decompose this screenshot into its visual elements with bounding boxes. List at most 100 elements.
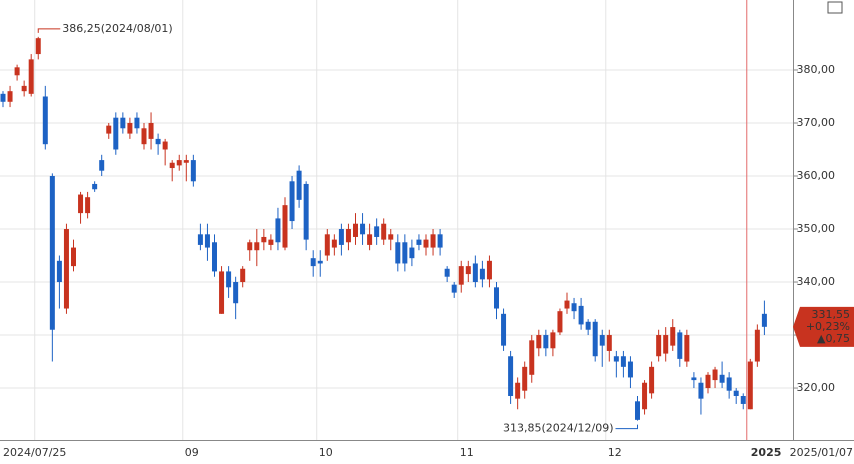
y-tick-label: 340,00: [797, 275, 836, 288]
high-annotation: 386,25(2024/08/01): [62, 22, 172, 35]
candle-body: [254, 242, 260, 251]
x-tick-label: 11: [460, 446, 474, 459]
candle-body: [233, 282, 239, 304]
candle-body: [261, 236, 267, 243]
menu-icon[interactable]: [827, 1, 843, 14]
candle-body: [28, 59, 34, 94]
candle-body: [430, 234, 436, 248]
candle-body: [106, 125, 112, 134]
candle-body: [49, 176, 55, 330]
price-box: [793, 306, 854, 347]
candle-body: [479, 268, 485, 280]
candle-body: [42, 96, 48, 145]
candle-body: [63, 229, 69, 309]
candle-body: [761, 313, 767, 327]
candle-body: [169, 162, 175, 169]
candle-body: [14, 67, 20, 76]
candle-body: [642, 382, 648, 410]
candle-body: [486, 260, 492, 280]
candle-body: [289, 181, 295, 222]
candle-body: [705, 374, 711, 389]
candle-body: [219, 271, 225, 314]
last-date: 2025/01/07: [790, 446, 853, 459]
candle-body: [0, 93, 6, 102]
candle-body: [451, 284, 457, 293]
candle-body: [268, 239, 274, 245]
candle-body: [536, 335, 542, 349]
candle-body: [310, 258, 316, 267]
candle-body: [374, 226, 380, 237]
candle-body: [275, 218, 281, 243]
candle-body: [296, 170, 302, 200]
candle-body: [367, 234, 373, 245]
change-pct: +0,23%: [806, 320, 850, 333]
candle-body: [522, 366, 528, 391]
candle-body: [21, 85, 27, 92]
candle-body: [508, 356, 514, 396]
candle-body: [698, 382, 704, 399]
candle-body: [353, 223, 358, 237]
candle-body: [712, 369, 718, 381]
candle-body: [127, 122, 133, 134]
candle-body: [183, 160, 189, 163]
candle-body: [247, 242, 253, 251]
candle-body: [409, 247, 415, 259]
candle-body: [303, 183, 309, 240]
candle-body: [35, 38, 41, 55]
candle-body: [571, 303, 577, 312]
candles: [0, 36, 767, 421]
x-tick-label: 12: [608, 446, 622, 459]
candle-body: [472, 263, 478, 283]
candle-body: [437, 234, 443, 248]
candle-body: [677, 332, 683, 359]
candle-body: [578, 305, 584, 325]
candle-body: [613, 356, 619, 362]
candle-body: [501, 313, 507, 346]
y-tick-label: 380,00: [797, 63, 836, 76]
candle-body: [71, 247, 76, 267]
y-tick-label: 350,00: [797, 222, 836, 235]
candle-body: [726, 377, 732, 391]
candle-body: [92, 183, 98, 190]
candle-body: [747, 361, 753, 410]
y-tick-label: 370,00: [797, 116, 836, 129]
candle-body: [395, 242, 401, 264]
candle-body: [423, 239, 429, 248]
candle-body: [557, 311, 563, 333]
candle-body: [754, 329, 760, 362]
candle-body: [592, 321, 598, 357]
candle-body: [120, 117, 126, 129]
candle-body: [458, 266, 464, 285]
candle-body: [56, 260, 62, 283]
low-pointer: [615, 424, 638, 430]
candle-body: [733, 390, 739, 396]
candle-body: [599, 335, 605, 346]
candle-body: [740, 396, 746, 404]
grid: [0, 0, 793, 440]
candle-body: [388, 234, 394, 240]
candle-body: [155, 138, 161, 145]
y-tick-label: 320,00: [797, 381, 836, 394]
candle-body: [684, 335, 690, 362]
candle-body: [331, 239, 337, 248]
candle-body: [7, 91, 13, 102]
candle-body: [148, 122, 154, 139]
x-tick-label: 2024/07/25: [3, 446, 66, 459]
candle-body: [494, 287, 499, 309]
candle-body: [515, 382, 521, 399]
low-annotation: 313,85(2024/12/09): [503, 422, 613, 435]
candle-body: [282, 205, 288, 248]
candle-body: [78, 194, 84, 214]
candle-body: [197, 234, 203, 245]
x-tick-label: 2025: [751, 446, 782, 459]
candle-body: [670, 327, 676, 346]
candle-body: [212, 242, 217, 272]
candle-body: [564, 300, 570, 309]
candle-body: [162, 141, 168, 150]
candle-body: [317, 260, 323, 264]
candle-body: [719, 374, 725, 383]
candle-body: [529, 340, 535, 375]
